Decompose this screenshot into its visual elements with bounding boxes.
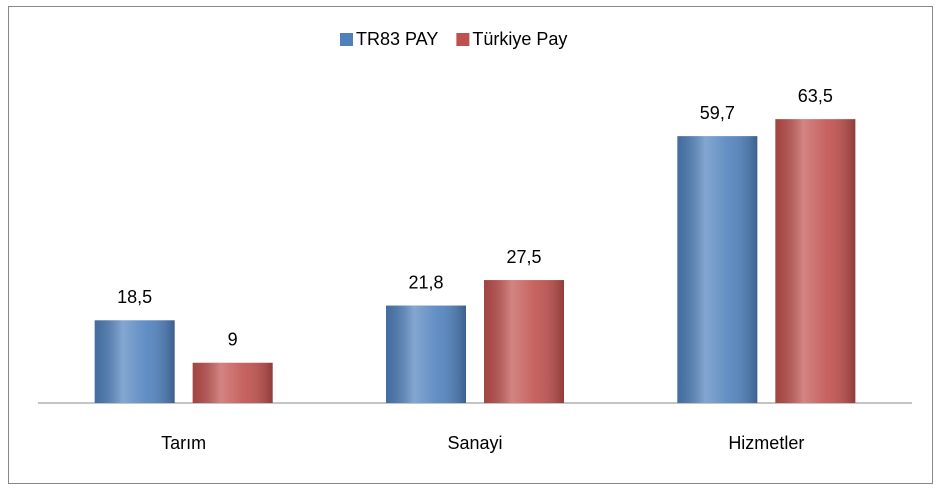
x-tick-label: Sanayi <box>447 433 502 453</box>
legend-label: Türkiye Pay <box>472 29 567 49</box>
bar-shine <box>775 119 856 403</box>
x-tick-label: Tarım <box>161 433 206 453</box>
value-label: 21,8 <box>408 272 443 292</box>
legend-swatch <box>340 33 353 46</box>
value-label: 18,5 <box>117 287 152 307</box>
bar-shine <box>677 136 758 404</box>
value-label: 27,5 <box>506 247 541 267</box>
value-label: 63,5 <box>798 86 833 106</box>
value-label: 9 <box>228 330 238 350</box>
bar-shine <box>94 320 175 403</box>
bar-shine <box>484 280 564 403</box>
bar-shine <box>192 362 273 403</box>
legend-label: TR83 PAY <box>356 29 438 49</box>
x-tick-label: Hizmetler <box>728 433 804 453</box>
value-label: 59,7 <box>700 103 735 123</box>
legend-swatch <box>456 33 470 46</box>
bar-shine <box>386 305 466 403</box>
